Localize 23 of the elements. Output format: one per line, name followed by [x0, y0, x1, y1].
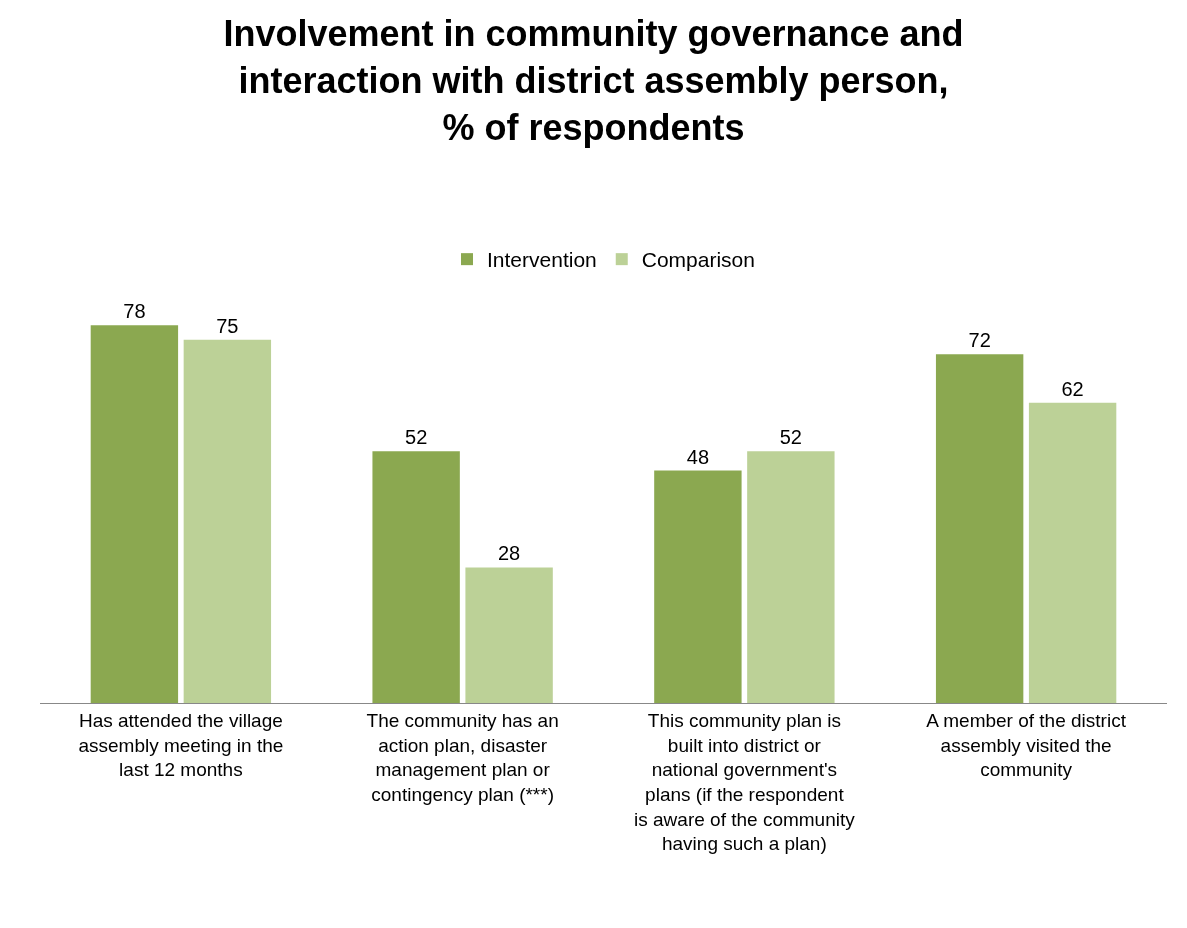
data-label: 52: [779, 426, 802, 449]
bar: [1028, 402, 1117, 703]
data-label: 52: [405, 426, 428, 449]
x-tick-label: Has attended the village assembly meeting in the last 12 months: [78, 709, 284, 781]
x-tick-label: A member of the district assembly visited the community: [926, 709, 1127, 781]
bar: [465, 567, 553, 703]
bar: [372, 451, 460, 703]
bar: [183, 339, 272, 703]
data-label: 28: [497, 542, 521, 565]
bar: [90, 325, 179, 703]
chart-title: Involvement in community governance and interaction with district assembly person, % of respondents: [223, 13, 964, 148]
data-label: 75: [216, 314, 239, 337]
data-label: 62: [1061, 377, 1084, 400]
data-label: 48: [686, 445, 710, 468]
data-label: 78: [123, 300, 146, 323]
bar: [654, 470, 742, 703]
x-tick-label: The community has an action plan, disaster management plan or contingency plan (***): [366, 709, 559, 805]
legend-label: Intervention: [487, 248, 597, 272]
data-label: 72: [968, 329, 991, 352]
legend-label: Comparison: [641, 248, 755, 272]
x-tick-label: This community plan is built into district or national government's plans (if the respondent is aware of the community having such a plan): [634, 709, 856, 855]
bar: [747, 451, 835, 703]
bar: [935, 354, 1024, 703]
